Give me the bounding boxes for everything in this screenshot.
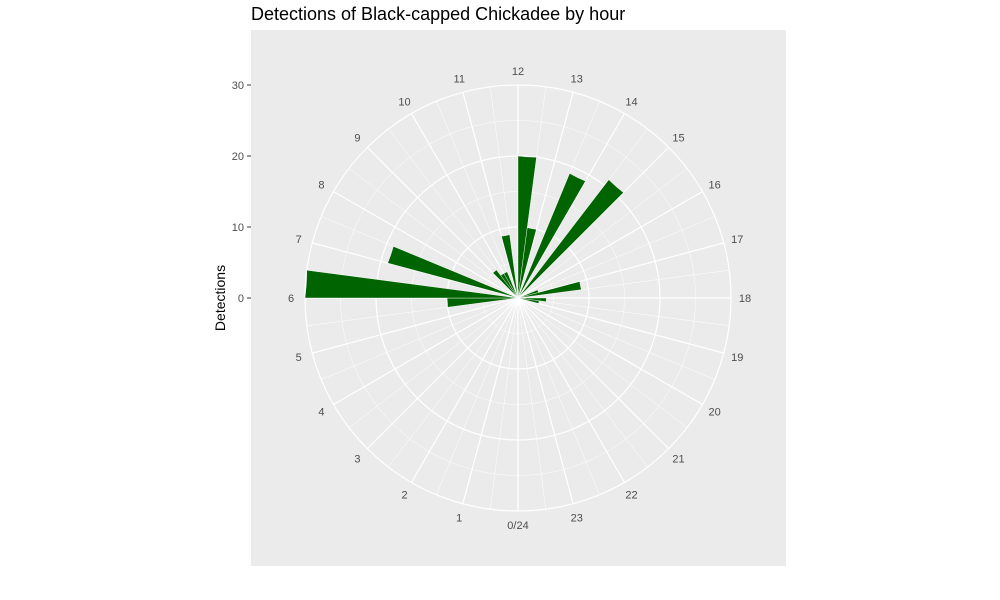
hour-label: 1 xyxy=(456,512,462,524)
grid-spoke xyxy=(366,297,519,450)
grid-spoke xyxy=(517,297,547,510)
grid-spoke xyxy=(410,297,519,483)
hour-label: 11 xyxy=(454,74,465,86)
y-tick-label: 20 xyxy=(232,151,244,163)
bar xyxy=(517,179,624,299)
grid-spoke xyxy=(517,297,626,483)
y-tick-label: 30 xyxy=(232,80,244,92)
bar xyxy=(492,269,519,299)
chart-title: Detections of Black-capped Chickadee by … xyxy=(251,4,626,24)
hour-label: 8 xyxy=(318,180,324,192)
hour-label: 18 xyxy=(739,293,751,305)
grid-spoke xyxy=(517,297,574,504)
grid-spoke xyxy=(333,190,519,299)
grid-spoke xyxy=(517,297,600,495)
bar-layer xyxy=(304,155,624,308)
grid-spoke xyxy=(517,297,703,406)
hour-label: 3 xyxy=(354,454,360,466)
hour-label: 0/24 xyxy=(507,520,528,532)
y-tick-label: 0 xyxy=(238,293,244,305)
y-axis-title: Detections xyxy=(212,265,228,331)
grid-spoke xyxy=(517,297,730,327)
hour-label: 7 xyxy=(296,234,302,246)
bar xyxy=(517,173,586,299)
grid-spoke xyxy=(436,297,519,495)
grid-spoke xyxy=(410,113,519,299)
hour-label: 21 xyxy=(672,454,684,466)
bar xyxy=(503,271,519,299)
y-tick-label: 10 xyxy=(232,222,244,234)
hour-label: 19 xyxy=(731,352,743,364)
grid-spoke xyxy=(333,297,519,406)
grid-spoke xyxy=(462,297,519,504)
hour-label: 2 xyxy=(401,490,407,502)
grid-spoke xyxy=(388,297,519,468)
hour-label: 16 xyxy=(708,180,720,192)
grid-spoke xyxy=(321,297,519,380)
hour-label: 5 xyxy=(296,352,302,364)
grid-spoke xyxy=(348,168,519,299)
grid-spoke xyxy=(312,297,519,354)
grid-spoke xyxy=(517,297,715,380)
hour-label: 14 xyxy=(625,96,637,108)
grid-spoke xyxy=(517,297,670,450)
grid-spoke xyxy=(436,101,519,299)
bar xyxy=(517,297,540,304)
hour-label: 9 xyxy=(354,132,360,144)
bar xyxy=(517,281,582,299)
bar xyxy=(501,234,519,299)
grid-spoke xyxy=(517,216,715,299)
bar xyxy=(517,227,537,299)
y-axis: 0 10 20 30 xyxy=(232,80,251,305)
hour-label: 22 xyxy=(625,490,637,502)
bar xyxy=(304,269,519,299)
hour-label: 4 xyxy=(318,407,324,419)
grid-spoke xyxy=(489,297,519,510)
hour-label: 17 xyxy=(731,234,743,246)
hour-label: 20 xyxy=(708,407,720,419)
grid-spoke xyxy=(348,297,519,428)
grid-spoke xyxy=(517,190,703,299)
grid-spoke xyxy=(517,297,648,468)
grid-spoke xyxy=(517,297,724,354)
hour-label: 15 xyxy=(672,132,684,144)
grid-spoke xyxy=(517,168,688,299)
hour-label: 13 xyxy=(571,74,583,86)
hour-label: 12 xyxy=(512,66,524,78)
hour-label: 6 xyxy=(288,293,294,305)
bar xyxy=(387,246,519,299)
hour-label: 23 xyxy=(571,512,583,524)
hour-labels: 0/24123456789101112131415161718192021222… xyxy=(288,66,751,532)
grid-spoke xyxy=(517,297,688,428)
hour-label: 10 xyxy=(398,96,410,108)
